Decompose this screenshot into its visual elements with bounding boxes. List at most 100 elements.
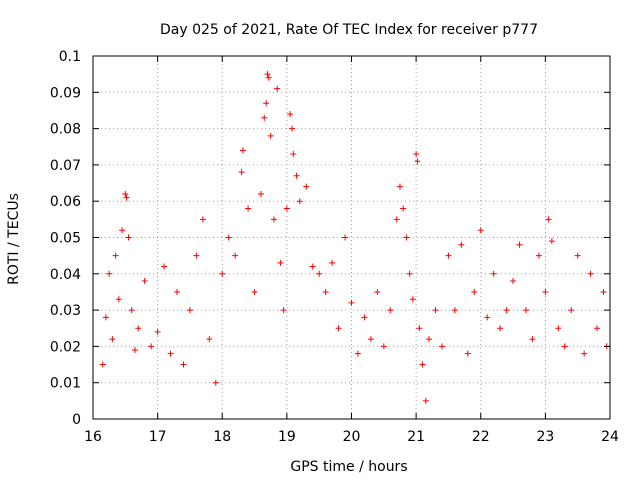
data-point xyxy=(141,278,148,285)
y-tick-label: 0.08 xyxy=(50,122,81,138)
data-point xyxy=(548,238,555,245)
data-point xyxy=(367,336,374,343)
data-point xyxy=(102,314,109,321)
data-point xyxy=(316,270,323,277)
data-point xyxy=(322,288,329,295)
data-point xyxy=(409,296,416,303)
data-point xyxy=(414,158,421,165)
data-point xyxy=(267,132,274,139)
data-point xyxy=(413,151,420,158)
data-point xyxy=(148,343,155,350)
data-point xyxy=(335,325,342,332)
data-point xyxy=(348,299,355,306)
data-point xyxy=(128,307,135,314)
data-point xyxy=(232,252,239,259)
data-point xyxy=(212,379,219,386)
data-point xyxy=(258,190,265,197)
data-point xyxy=(451,307,458,314)
data-point xyxy=(193,252,200,259)
data-point xyxy=(245,205,252,212)
y-tick-label: 0.05 xyxy=(50,231,81,247)
data-point xyxy=(503,307,510,314)
data-point xyxy=(393,216,400,223)
y-axis-tick-labels: 0 0.01 0.02 0.03 0.04 0.05 0.06 0.07 0.08 0.09 0.1 xyxy=(50,49,81,428)
x-tick-label: 24 xyxy=(601,429,619,445)
data-point xyxy=(109,336,116,343)
data-point xyxy=(154,328,161,335)
data-point xyxy=(309,263,316,270)
data-point xyxy=(529,336,536,343)
x-tick-label: 18 xyxy=(213,429,231,445)
y-tick-label: 0.1 xyxy=(59,49,81,65)
data-point xyxy=(574,252,581,259)
data-point xyxy=(445,252,452,259)
data-point xyxy=(432,307,439,314)
y-tick-label: 0.02 xyxy=(50,339,81,355)
data-point xyxy=(199,216,206,223)
data-point xyxy=(167,350,174,357)
data-point xyxy=(419,361,426,368)
data-point xyxy=(561,343,568,350)
x-tick-label: 22 xyxy=(472,429,490,445)
data-point xyxy=(380,343,387,350)
data-point xyxy=(123,194,130,201)
data-point xyxy=(458,241,465,248)
data-markers xyxy=(99,71,610,404)
data-point xyxy=(581,350,588,357)
data-point xyxy=(387,307,394,314)
data-point xyxy=(422,397,429,404)
data-point xyxy=(490,270,497,277)
data-point xyxy=(361,314,368,321)
data-point xyxy=(251,288,258,295)
data-point xyxy=(264,71,271,78)
data-point xyxy=(174,288,181,295)
data-point xyxy=(261,114,268,121)
data-point xyxy=(471,288,478,295)
data-point xyxy=(270,216,277,223)
data-point xyxy=(406,270,413,277)
y-tick-label: 0.06 xyxy=(50,194,81,210)
y-tick-label: 0.03 xyxy=(50,303,81,319)
data-point xyxy=(265,74,272,81)
data-point xyxy=(464,350,471,357)
data-point xyxy=(186,307,193,314)
x-tick-label: 23 xyxy=(536,429,554,445)
data-point xyxy=(568,307,575,314)
x-axis-tick-labels: 16 17 18 19 20 21 22 23 24 xyxy=(84,429,619,445)
data-point xyxy=(354,350,361,357)
data-point xyxy=(555,325,562,332)
x-tick-label: 16 xyxy=(84,429,102,445)
data-point xyxy=(180,361,187,368)
y-tick-label: 0.07 xyxy=(50,158,81,174)
data-point xyxy=(99,361,106,368)
data-point xyxy=(125,234,132,241)
data-point xyxy=(374,288,381,295)
data-point xyxy=(416,325,423,332)
x-axis-label: GPS time / hours xyxy=(290,459,407,475)
data-point xyxy=(283,205,290,212)
data-point xyxy=(274,85,281,92)
data-point xyxy=(535,252,542,259)
data-point xyxy=(438,343,445,350)
data-point xyxy=(161,263,168,270)
data-point xyxy=(135,325,142,332)
data-point xyxy=(510,278,517,285)
data-point xyxy=(396,183,403,190)
data-point xyxy=(106,270,113,277)
y-tick-label: 0.09 xyxy=(50,85,81,101)
y-tick-label: 0.01 xyxy=(50,376,81,392)
x-tick-label: 17 xyxy=(149,429,167,445)
data-point xyxy=(290,151,297,158)
data-point xyxy=(303,183,310,190)
data-point xyxy=(497,325,504,332)
data-point xyxy=(600,288,607,295)
data-point xyxy=(287,111,294,118)
data-point xyxy=(122,190,129,197)
data-point xyxy=(426,336,433,343)
y-axis-label: ROTI / TECUs xyxy=(6,193,22,285)
chart-title: Day 025 of 2021, Rate Of TEC Index for r… xyxy=(160,22,538,38)
data-point xyxy=(289,125,296,132)
data-point xyxy=(587,270,594,277)
data-point xyxy=(119,227,126,234)
